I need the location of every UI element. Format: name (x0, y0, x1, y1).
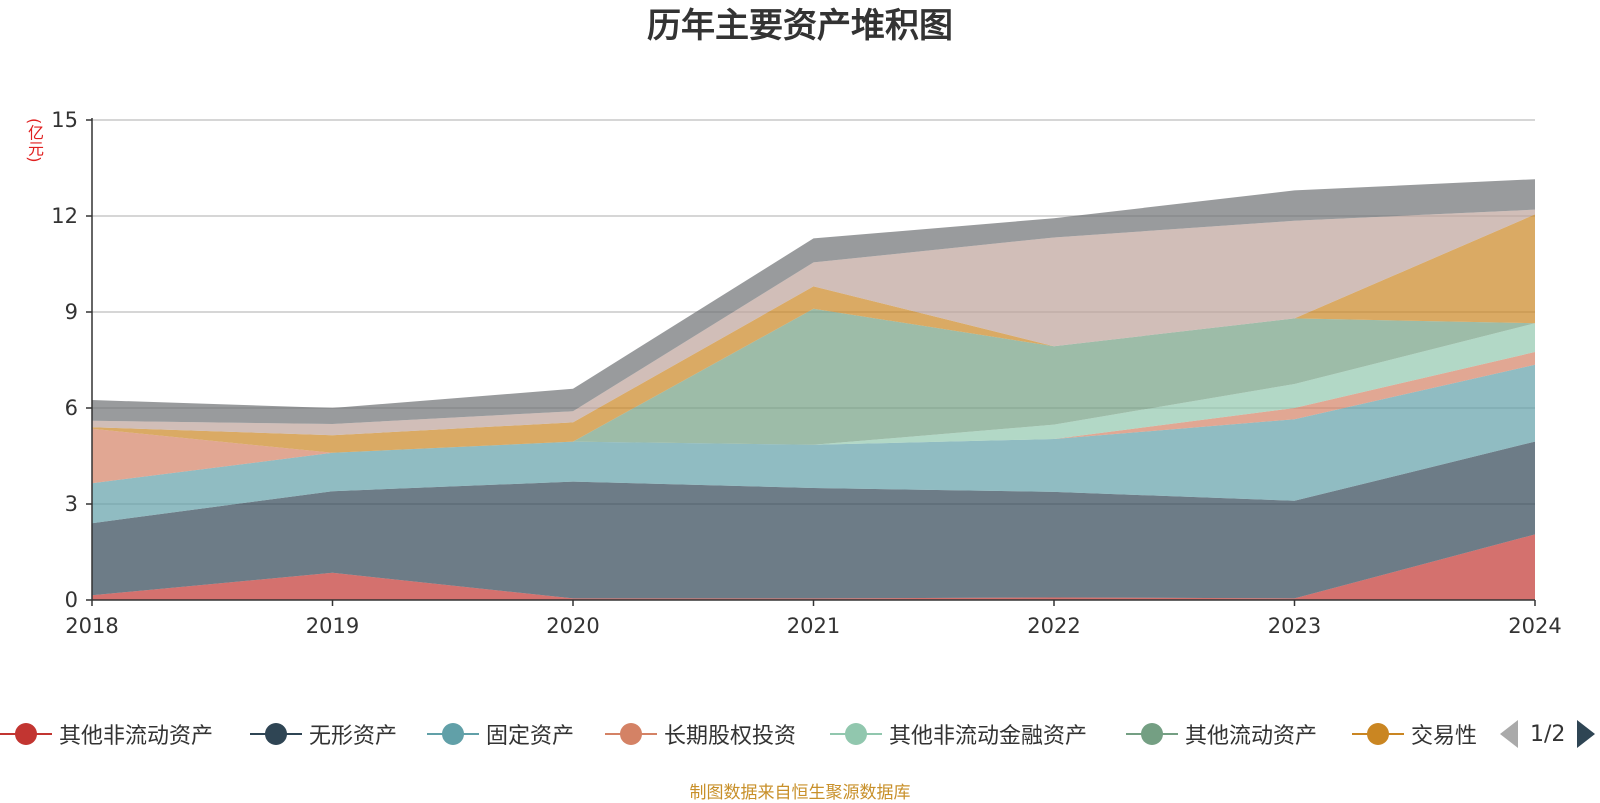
x-tick-label: 2020 (546, 614, 599, 638)
area-series-8 (92, 209, 1535, 436)
x-tick-label: 2021 (787, 614, 840, 638)
area-series-9 (92, 179, 1535, 424)
y-tick-label: 12 (51, 204, 78, 228)
area-series-6 (92, 308, 1535, 453)
x-tick-label: 2019 (306, 614, 359, 638)
legend-label: 交易性 (1411, 724, 1478, 749)
legend-prev-page-icon[interactable] (1500, 720, 1518, 748)
area-series-2 (92, 441, 1535, 599)
area-chart: 0 3 6 9 12 15 2018 2019 2020 2021 2022 2023 2024 (51, 108, 1561, 638)
y-tick-label: 9 (65, 300, 78, 324)
area-series-5 (92, 323, 1535, 453)
legend-label: 其他非流动金融资产 (889, 724, 1088, 749)
legend-next-page-icon[interactable] (1577, 720, 1596, 748)
legend-marker-icon (250, 716, 302, 752)
legend-page-indicator: 1/2 (1530, 721, 1566, 747)
legend-item[interactable]: 无形资产 (250, 716, 397, 752)
chart-title: 历年主要资产堆积图 (647, 6, 953, 46)
legend-marker-icon (427, 716, 479, 752)
legend-pager: 1/2 (1500, 716, 1596, 752)
legend-label: 其他非流动资产 (59, 724, 214, 749)
legend-item[interactable]: 其他流动资产 (1126, 716, 1317, 752)
area-series-4 (92, 352, 1535, 484)
legend-item[interactable]: 固定资产 (427, 716, 574, 752)
y-tick-label: 3 (65, 492, 78, 516)
y-tick-label: 6 (65, 396, 78, 420)
legend-label: 固定资产 (486, 724, 575, 749)
x-tick-label: 2023 (1268, 614, 1321, 638)
legend-marker-icon (0, 716, 52, 752)
x-tick-label: 2018 (65, 614, 118, 638)
legend: 其他非流动资产 无形资产 固定资产 长期股权投资 其他非流动金融资产 其他流动资产 交易性 (0, 716, 1600, 752)
legend-item[interactable]: 交易性 (1352, 716, 1477, 752)
y-tick-label: 0 (65, 588, 78, 612)
y-tick-label: 15 (51, 108, 78, 132)
data-source-note: 制图数据来自恒生聚源数据库 (689, 783, 911, 803)
legend-marker-icon (605, 716, 657, 752)
area-series-1 (92, 534, 1535, 600)
x-tick-label: 2022 (1027, 614, 1080, 638)
legend-label: 长期股权投资 (664, 724, 797, 749)
y-axis-unit-label: (亿元) (25, 118, 44, 163)
area-series-3 (92, 364, 1535, 524)
legend-label: 其他流动资产 (1185, 724, 1318, 749)
legend-item[interactable]: 其他非流动资产 (0, 716, 213, 752)
legend-marker-icon (1352, 716, 1404, 752)
legend-item[interactable]: 其他非流动金融资产 (830, 716, 1087, 752)
legend-marker-icon (830, 716, 882, 752)
legend-item[interactable]: 长期股权投资 (605, 716, 796, 752)
x-tick-label: 2024 (1508, 614, 1561, 638)
legend-marker-icon (1126, 716, 1178, 752)
legend-label: 无形资产 (309, 724, 398, 749)
